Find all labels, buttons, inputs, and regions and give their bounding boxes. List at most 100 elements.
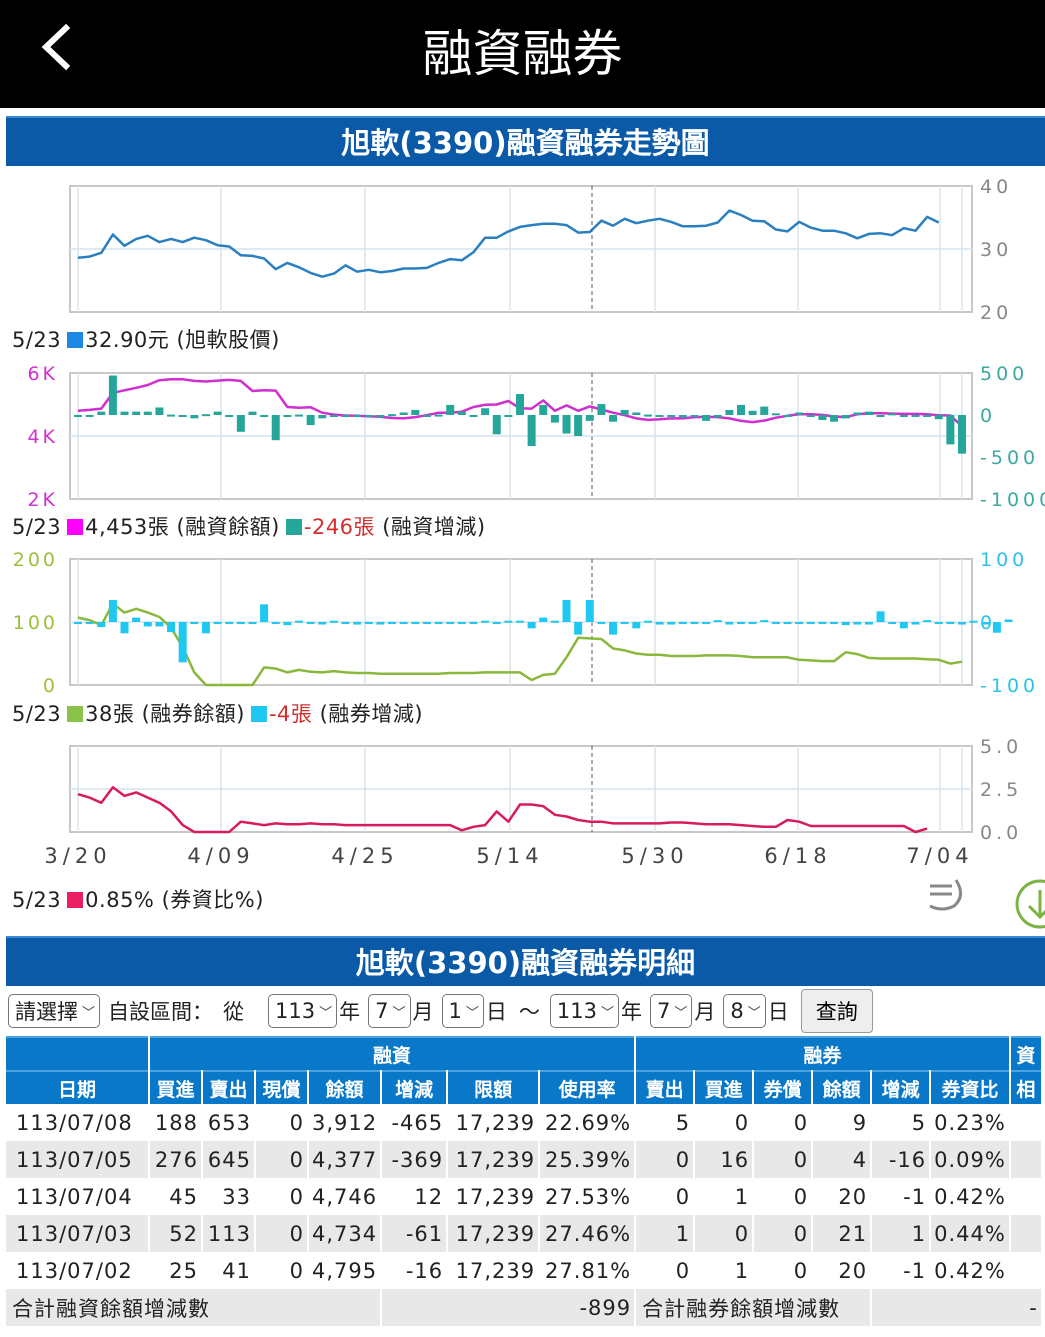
table-cell: 5 bbox=[911, 1110, 927, 1135]
table-cell: 276 bbox=[150, 1141, 201, 1178]
from-month-value: 7 bbox=[375, 999, 389, 1023]
table-row[interactable]: 113/07/04 45 33 0 4,746 12 17,239 27.53% 0 1 0 20 -1… bbox=[6, 1178, 1041, 1215]
date-cell: 113/07/05 bbox=[6, 1141, 148, 1178]
chart-panel-0: 40 30 20 bbox=[69, 176, 1008, 324]
column-header: 賣出 bbox=[203, 1070, 254, 1104]
table-cell: 5 bbox=[675, 1110, 691, 1135]
table-cell: 16 bbox=[695, 1141, 753, 1178]
chevron-down-icon: ﹀ bbox=[601, 1005, 615, 1021]
table-cell: 17,239 bbox=[455, 1184, 536, 1209]
date-cell: 113/07/02 bbox=[16, 1258, 133, 1283]
date-filter: 請選擇 ﹀ 自設區間： 從 113 ﹀ 年 7 ﹀ 月 1 ﹀ 日 ～ 113 ﹀ 年 7… bbox=[0, 986, 1045, 1036]
table-row[interactable]: 113/07/05 276 645 0 4,377 -369 17,239 25.39% 0 16… bbox=[6, 1141, 1041, 1178]
table-row[interactable]: 113/07/08 188 653 0 3,912 -465 17,239 22.69% 5 0 0… bbox=[6, 1104, 1041, 1141]
table-cell: 25 bbox=[169, 1258, 198, 1283]
preset-value: 請選擇 bbox=[15, 1000, 78, 1024]
price-value: 32.90元 bbox=[85, 328, 170, 352]
x-tick: 5/14 bbox=[476, 844, 543, 868]
app-header: 融資融券 bbox=[0, 0, 1045, 108]
column-header-row: 日期 買進 賣出 現償 餘額 增減 限額 使用率 賣出 買進 券償 餘額 增減 券資比相 bbox=[6, 1070, 1041, 1104]
date-cell: 113/07/04 bbox=[16, 1184, 133, 1209]
column-header: 買進 bbox=[695, 1070, 753, 1104]
x-tick: 6/18 bbox=[764, 844, 831, 868]
column-header: 券資比 bbox=[931, 1070, 1009, 1104]
to-day-value: 8 bbox=[730, 999, 744, 1023]
x-tick: 7/04 bbox=[906, 844, 973, 868]
table-cell: 17,239 bbox=[455, 1258, 536, 1283]
table-cell: 4,746 bbox=[312, 1184, 378, 1209]
chevron-down-icon: ﹀ bbox=[319, 1005, 333, 1021]
y-tick-right: 5.0 bbox=[980, 736, 1022, 758]
y-tick-left: 4K bbox=[27, 426, 58, 448]
from-day-select[interactable]: 1 ﹀ bbox=[441, 994, 484, 1028]
table-cell: 17,239 bbox=[448, 1141, 539, 1178]
table-cell bbox=[1010, 1141, 1041, 1178]
legend-date: 5/23 bbox=[12, 328, 62, 352]
table-cell: 0 bbox=[754, 1215, 812, 1252]
from-year-select[interactable]: 113 ﹀ bbox=[268, 994, 338, 1028]
to-year-select[interactable]: 113 ﹀ bbox=[549, 994, 620, 1028]
from-day-value: 1 bbox=[448, 999, 462, 1023]
back-button[interactable] bbox=[34, 22, 84, 72]
detail-section-title: 旭軟(3390)融資融券明細 bbox=[6, 936, 1045, 986]
chart-panel-3: 5.0 2.5 0.0 bbox=[69, 736, 1022, 844]
short-change-swatch bbox=[250, 706, 267, 722]
table-cell: 0 bbox=[734, 1110, 750, 1135]
x-tick: 5/30 bbox=[621, 844, 688, 868]
download-icon bbox=[1015, 879, 1045, 929]
table-cell: 25.39% bbox=[540, 1141, 635, 1178]
margin-total-label: 合計融資餘額增減數 bbox=[6, 1289, 381, 1326]
table-row[interactable]: 113/07/03 52 113 0 4,734 -61 17,239 27.46% 1 0 0 21… bbox=[6, 1215, 1041, 1252]
table-row[interactable]: 113/07/02 25 41 0 4,795 -16 17,239 27.81% 0 1 0 20-… bbox=[6, 1252, 1041, 1289]
query-button[interactable]: 查詢 bbox=[800, 989, 873, 1033]
table-cell bbox=[1011, 1178, 1041, 1215]
chart-menu-button[interactable] bbox=[926, 876, 966, 914]
date-cell: 113/07/03 bbox=[6, 1215, 148, 1252]
table-cell: 0.23% bbox=[934, 1110, 1006, 1135]
y-tick-left: 200 bbox=[13, 549, 58, 571]
chart-section-title: 旭軟(3390)融資融券走勢圖 bbox=[6, 116, 1045, 166]
column-header: 相 bbox=[1010, 1070, 1041, 1104]
menu-icon bbox=[929, 879, 962, 911]
margin-change-swatch bbox=[285, 519, 302, 535]
short-total-value: - bbox=[872, 1289, 1041, 1326]
ratio-value: 0.85% bbox=[85, 888, 155, 912]
table-cell: 0 bbox=[289, 1184, 304, 1209]
margin-change-label: (融資增減) bbox=[382, 515, 486, 539]
table-cell: 22.69% bbox=[545, 1110, 632, 1135]
y-tick-left: 0 bbox=[43, 675, 58, 697]
margin-change-value: -246張 bbox=[303, 515, 376, 539]
table-cell bbox=[1010, 1215, 1041, 1252]
from-month-select[interactable]: 7 ﹀ bbox=[368, 994, 411, 1028]
table-cell: 27.81% bbox=[545, 1258, 632, 1283]
chevron-down-icon: ﹀ bbox=[747, 1005, 761, 1021]
table-cell: 0.44% bbox=[931, 1215, 1009, 1252]
to-day-select[interactable]: 8 ﹀ bbox=[723, 994, 766, 1028]
table-cell: 1 bbox=[734, 1184, 750, 1209]
group-header-short: 融券 bbox=[636, 1036, 1009, 1070]
table-cell: 0 bbox=[675, 1258, 691, 1283]
table-cell: 33 bbox=[222, 1184, 251, 1209]
column-header: 日期 bbox=[6, 1070, 148, 1104]
date-cell: 113/07/08 bbox=[16, 1110, 133, 1135]
y-tick-right: 0.0 bbox=[980, 822, 1022, 844]
detail-table: 融資 融券 資 日期 買進 賣出 現償 餘額 增減 限額 使用率 賣出 買進 券償 餘額 增減 券資比相 … bbox=[4, 1036, 1043, 1326]
ratio-label: (券資比%) bbox=[161, 888, 264, 912]
table-cell: 0 bbox=[636, 1141, 694, 1178]
to-month-select[interactable]: 7 ﹀ bbox=[650, 994, 693, 1028]
short-change-value: -4張 bbox=[268, 702, 313, 726]
preset-select[interactable]: 請選擇 ﹀ bbox=[8, 994, 101, 1028]
day-unit: 日 bbox=[485, 1000, 507, 1024]
table-cell: -61 bbox=[382, 1215, 447, 1252]
download-button[interactable] bbox=[1014, 878, 1045, 930]
legend-date: 5/23 bbox=[12, 888, 62, 912]
price-label: (旭軟股價) bbox=[176, 328, 280, 352]
table-cell: 0.09% bbox=[931, 1141, 1009, 1178]
table-cell: 9 bbox=[852, 1110, 868, 1135]
column-header: 限額 bbox=[448, 1070, 539, 1104]
table-cell: 113 bbox=[203, 1215, 254, 1252]
margin-balance-swatch bbox=[67, 519, 84, 535]
short-balance-value: 38張 bbox=[85, 702, 135, 726]
chevron-down-icon: ﹀ bbox=[392, 1005, 406, 1021]
group-header-empty bbox=[6, 1036, 148, 1070]
